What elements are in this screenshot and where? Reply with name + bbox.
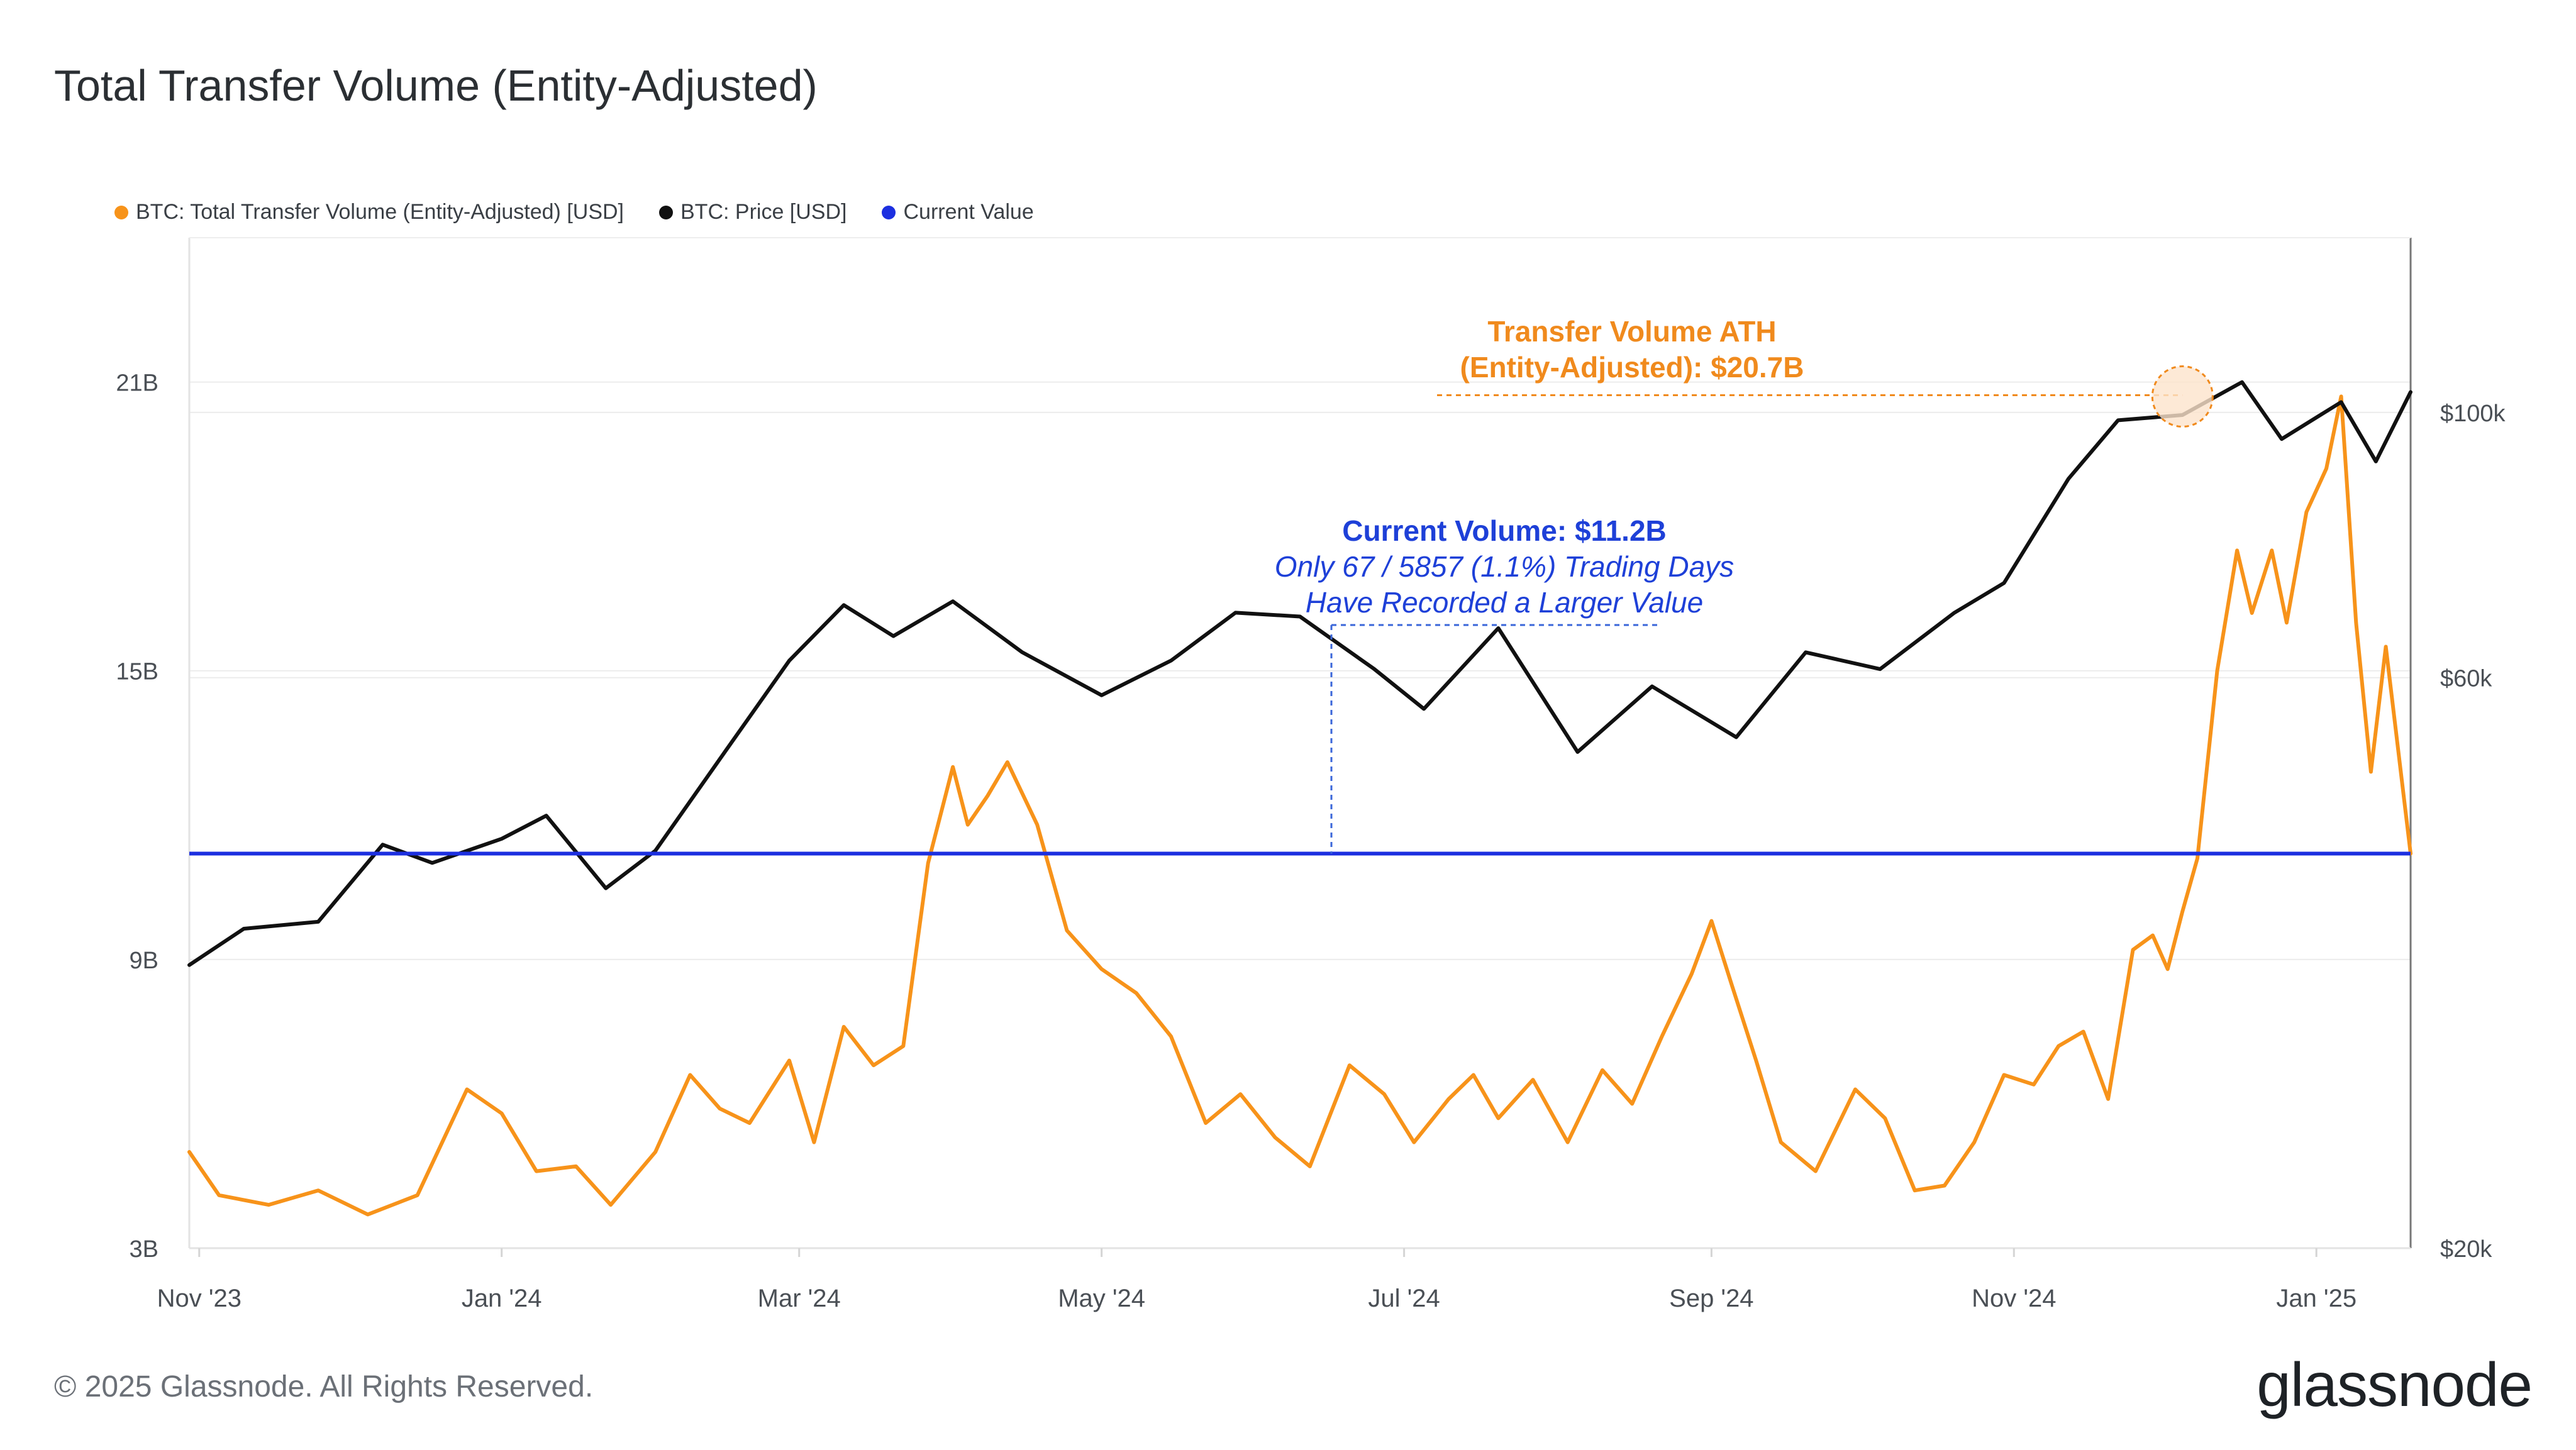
legend-dot-black: [659, 205, 673, 219]
chart-legend: BTC: Total Transfer Volume (Entity-Adjus…: [114, 200, 1069, 224]
ath-highlight-marker: [2151, 365, 2214, 428]
x-tick-label: May '24: [1058, 1285, 1145, 1312]
btc-price-line: [187, 380, 2412, 967]
legend-item-current-value[interactable]: Current Value: [882, 200, 1034, 224]
x-tick-label: Jan '24: [462, 1285, 542, 1312]
right-tick-label: $60k: [2440, 666, 2492, 692]
x-tick-labels: Nov '23 Jan '24 Mar '24 May '24 Jul '24 Sep '…: [157, 1248, 2357, 1312]
left-tick-label: 9B: [130, 948, 158, 974]
x-tick-label: Nov '24: [1972, 1285, 2056, 1312]
series-lines: [187, 380, 2412, 1217]
glassnode-logo: glassnode: [2257, 1350, 2533, 1419]
left-tick-label: 21B: [116, 370, 158, 397]
legend-item-transfer-volume[interactable]: BTC: Total Transfer Volume (Entity-Adjus…: [114, 200, 624, 224]
x-tick-label: Jul '24: [1368, 1285, 1440, 1312]
current-annotation-line2: Only 67 / 5857 (1.1%) Trading Days: [1275, 550, 1734, 583]
legend-label-current-value: Current Value: [903, 200, 1034, 224]
x-tick-label: Nov '23: [157, 1285, 242, 1312]
x-tick-label: Sep '24: [1669, 1285, 1753, 1312]
left-tick-label: 15B: [116, 659, 158, 685]
annotations: Transfer Volume ATH (Entity-Adjusted): $…: [1275, 315, 2214, 619]
legend-dot-orange: [114, 205, 128, 219]
current-value-group: [189, 624, 2411, 856]
grid-lines: [189, 381, 2411, 1249]
copyright-footer: © 2025 Glassnode. All Rights Reserved.: [54, 1370, 594, 1403]
x-tick-label: Mar '24: [758, 1285, 841, 1312]
legend-item-price[interactable]: BTC: Price [USD]: [659, 200, 847, 224]
ath-annotation-line2: (Entity-Adjusted): $20.7B: [1460, 351, 1804, 384]
axes: [188, 237, 2412, 1249]
left-tick-labels: 3B 9B 15B 21B: [116, 370, 158, 1263]
current-annotation-line1: Current Volume: $11.2B: [1342, 514, 1667, 547]
left-tick-label: 3B: [130, 1236, 158, 1263]
x-tick-label: Jan '25: [2276, 1285, 2357, 1312]
current-annotation-line3: Have Recorded a Larger Value: [1306, 586, 1703, 619]
chart-title: Total Transfer Volume (Entity-Adjusted): [54, 61, 818, 110]
right-tick-label: $20k: [2440, 1236, 2492, 1263]
legend-dot-blue: [882, 205, 896, 219]
legend-label-transfer-volume: BTC: Total Transfer Volume (Entity-Adjus…: [136, 200, 624, 224]
right-tick-labels: $20k $60k $100k: [2440, 401, 2506, 1263]
ath-annotation-line1: Transfer Volume ATH: [1487, 315, 1776, 348]
legend-label-price: BTC: Price [USD]: [680, 200, 847, 224]
transfer-volume-line: [187, 394, 2412, 1217]
right-tick-label: $100k: [2440, 401, 2506, 427]
